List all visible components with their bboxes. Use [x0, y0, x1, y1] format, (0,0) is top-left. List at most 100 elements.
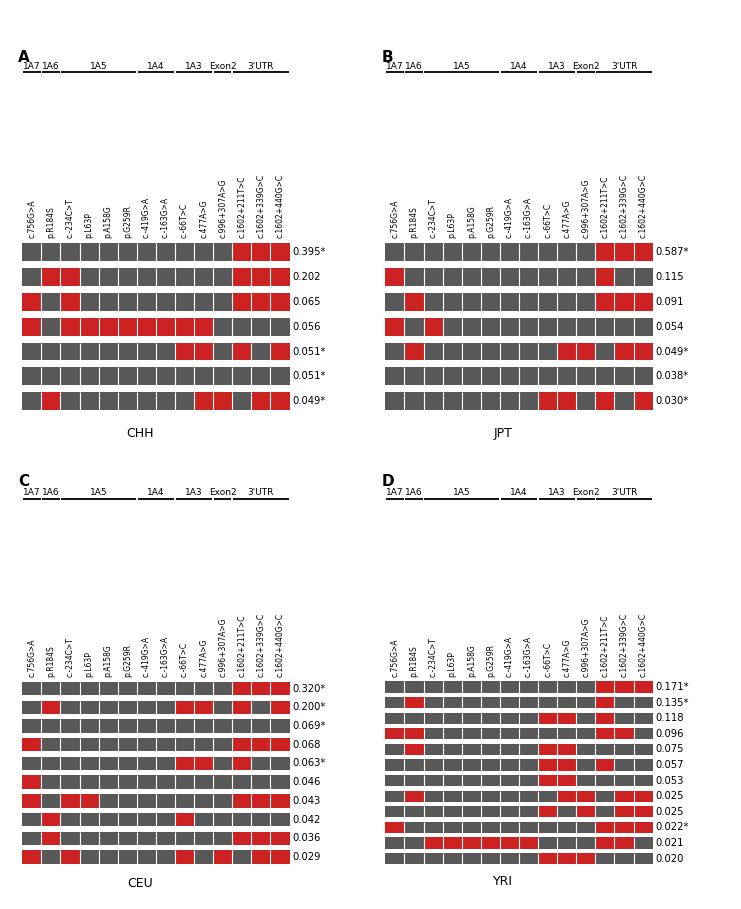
- Bar: [614, 791, 653, 802]
- Bar: [385, 343, 405, 361]
- Bar: [232, 244, 290, 261]
- Text: 1A4: 1A4: [147, 488, 165, 497]
- Bar: [232, 392, 251, 410]
- Text: 0.202: 0.202: [293, 272, 321, 282]
- Text: p.L63P: p.L63P: [448, 652, 456, 677]
- Bar: [385, 775, 538, 786]
- Text: 1A3: 1A3: [185, 62, 203, 71]
- Bar: [385, 837, 424, 848]
- Bar: [595, 853, 653, 864]
- Bar: [405, 293, 424, 311]
- Text: c.756G>A: c.756G>A: [27, 199, 36, 238]
- Bar: [576, 775, 653, 786]
- Text: 0.043: 0.043: [293, 796, 321, 806]
- Text: p.G259R: p.G259R: [123, 205, 132, 238]
- Text: 0.063*: 0.063*: [293, 758, 326, 768]
- Bar: [538, 775, 576, 786]
- Text: p.G259R: p.G259R: [123, 644, 132, 677]
- Bar: [385, 244, 595, 261]
- Text: p.A158G: p.A158G: [104, 205, 113, 238]
- Text: 0.049*: 0.049*: [293, 396, 326, 406]
- Bar: [22, 392, 41, 410]
- Bar: [385, 822, 405, 833]
- Bar: [22, 813, 41, 826]
- Text: Exon2: Exon2: [209, 62, 236, 71]
- Text: p.G259R: p.G259R: [486, 644, 495, 677]
- Text: 0.025: 0.025: [656, 807, 684, 817]
- Bar: [194, 850, 213, 864]
- Bar: [595, 392, 614, 410]
- Text: 0.036: 0.036: [293, 834, 321, 844]
- Text: 0.051*: 0.051*: [293, 346, 326, 356]
- Text: 1A4: 1A4: [147, 62, 165, 71]
- Text: p.R184S: p.R184S: [410, 206, 419, 238]
- Text: 0.021: 0.021: [656, 838, 684, 848]
- Text: 0.029: 0.029: [293, 852, 321, 862]
- Bar: [405, 791, 424, 802]
- Text: 3'UTR: 3'UTR: [611, 488, 637, 497]
- Bar: [576, 806, 595, 817]
- Text: c.-234C>T: c.-234C>T: [428, 198, 438, 238]
- Bar: [99, 794, 232, 807]
- Bar: [251, 756, 290, 770]
- Bar: [595, 806, 614, 817]
- Text: p.L63P: p.L63P: [448, 212, 456, 238]
- Bar: [576, 713, 595, 724]
- Bar: [614, 713, 653, 724]
- Bar: [232, 738, 290, 752]
- Bar: [232, 343, 251, 361]
- Text: 0.051*: 0.051*: [293, 372, 326, 382]
- Text: 0.118: 0.118: [656, 714, 684, 724]
- Bar: [22, 244, 232, 261]
- Bar: [213, 343, 232, 361]
- Bar: [175, 850, 194, 864]
- Bar: [22, 268, 41, 286]
- Bar: [251, 392, 290, 410]
- Bar: [385, 367, 653, 385]
- Bar: [385, 806, 538, 817]
- Text: c.996+307A>G: c.996+307A>G: [219, 618, 227, 677]
- Text: p.A158G: p.A158G: [467, 205, 476, 238]
- Text: 0.049*: 0.049*: [656, 346, 689, 356]
- Bar: [41, 794, 61, 807]
- Bar: [538, 713, 576, 724]
- Bar: [538, 392, 576, 410]
- Bar: [595, 791, 614, 802]
- Text: 1A6: 1A6: [405, 488, 423, 497]
- Text: c.-419G>A: c.-419G>A: [142, 636, 151, 677]
- Text: 1A6: 1A6: [405, 62, 423, 71]
- Text: CEU: CEU: [127, 876, 153, 890]
- Bar: [385, 293, 405, 311]
- Text: c.756G>A: c.756G>A: [391, 639, 399, 677]
- Text: 0.057: 0.057: [656, 760, 684, 770]
- Text: p.R184S: p.R184S: [47, 645, 56, 677]
- Bar: [557, 791, 595, 802]
- Bar: [385, 697, 405, 708]
- Text: 0.135*: 0.135*: [656, 697, 689, 707]
- Bar: [595, 822, 653, 833]
- Text: c.1602+211T>C: c.1602+211T>C: [600, 175, 609, 238]
- Bar: [61, 850, 79, 864]
- Text: 1A5: 1A5: [90, 488, 107, 497]
- Text: 0.091: 0.091: [656, 297, 684, 307]
- Bar: [424, 343, 557, 361]
- Bar: [41, 775, 290, 789]
- Bar: [595, 293, 653, 311]
- Bar: [385, 853, 538, 864]
- Bar: [41, 701, 61, 714]
- Bar: [41, 293, 61, 311]
- Bar: [538, 837, 595, 848]
- Text: c.-163G>A: c.-163G>A: [161, 197, 170, 238]
- Text: c.-163G>A: c.-163G>A: [524, 197, 533, 238]
- Bar: [41, 392, 61, 410]
- Bar: [634, 392, 653, 410]
- Text: 1A4: 1A4: [511, 62, 528, 71]
- Bar: [634, 728, 653, 739]
- Text: JPT: JPT: [494, 427, 512, 440]
- Bar: [424, 293, 595, 311]
- Bar: [614, 759, 653, 771]
- Bar: [538, 744, 576, 755]
- Text: 0.025: 0.025: [656, 791, 684, 801]
- Bar: [424, 697, 595, 708]
- Text: 0.038*: 0.038*: [656, 372, 689, 382]
